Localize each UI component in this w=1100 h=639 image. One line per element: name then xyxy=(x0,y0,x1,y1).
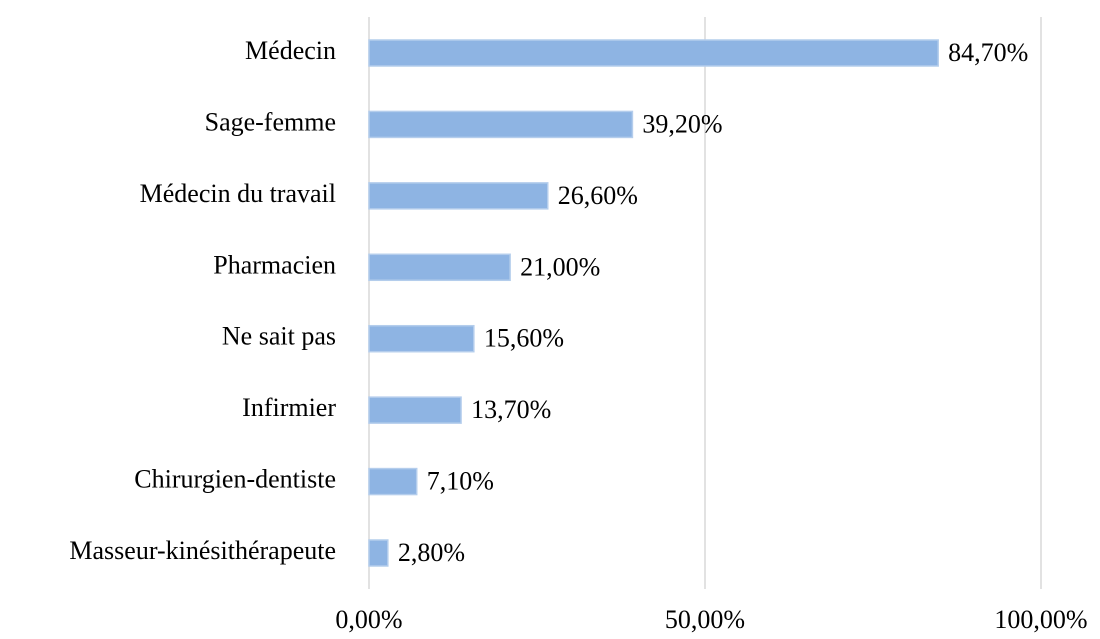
data-label: 84,70% xyxy=(948,38,1028,67)
y-tick-label: Sage-femme xyxy=(205,107,336,136)
y-tick-label: Chirurgien-dentiste xyxy=(134,465,336,494)
x-tick-label: 50,00% xyxy=(665,605,745,634)
bar xyxy=(368,253,511,282)
y-tick-label: Pharmacien xyxy=(213,250,336,279)
bar xyxy=(368,110,634,139)
data-label: 13,70% xyxy=(471,395,551,424)
bar xyxy=(368,396,462,424)
data-label: 7,10% xyxy=(427,467,494,496)
bar xyxy=(368,182,549,210)
y-tick-label: Masseur-kinésithérapeute xyxy=(69,536,336,565)
x-tick-label: 100,00% xyxy=(994,605,1087,634)
bar xyxy=(368,324,475,353)
data-label: 21,00% xyxy=(520,252,600,281)
data-label: 2,80% xyxy=(398,538,465,567)
x-tick-label: 0,00% xyxy=(335,605,402,634)
bar xyxy=(368,39,939,67)
data-label: 39,20% xyxy=(642,109,722,138)
bar xyxy=(368,467,418,496)
data-label: 26,60% xyxy=(558,181,638,210)
bar xyxy=(368,539,389,567)
y-tick-label: Médecin du travail xyxy=(140,179,336,208)
data-label: 15,60% xyxy=(484,324,564,353)
y-tick-label: Infirmier xyxy=(242,393,336,422)
y-tick-label: Ne sait pas xyxy=(222,322,336,351)
y-tick-label: Médecin xyxy=(245,36,336,65)
